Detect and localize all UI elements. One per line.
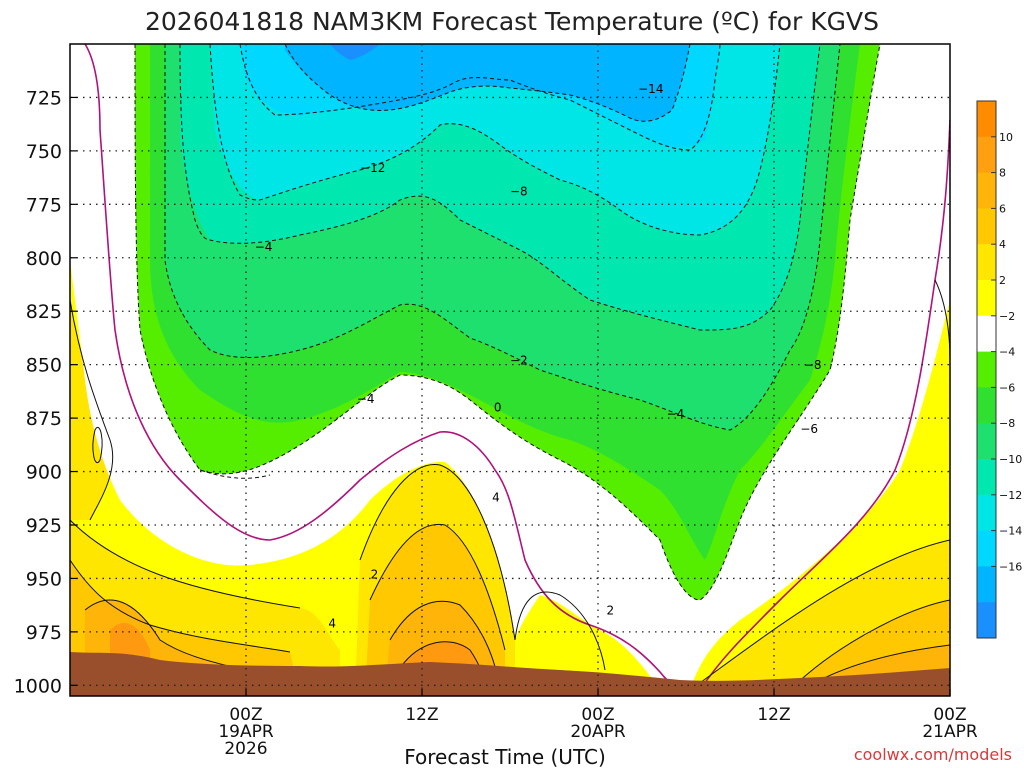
x-tick-label: 2026 (224, 739, 267, 759)
colorbar-label: 2 (999, 274, 1006, 287)
x-tick-label: 00Z (229, 705, 262, 725)
x-tick-label: 19APR (218, 722, 274, 742)
colorbar-label: −12 (999, 489, 1022, 502)
x-axis-label: Forecast Time (UTC) (404, 745, 606, 768)
colorbar-label: −4 (999, 346, 1015, 359)
contour-label: −2 (510, 354, 528, 368)
x-tick-label: 00Z (933, 705, 966, 725)
colorbar-frame (976, 100, 997, 639)
y-tick-label: 775 (26, 194, 62, 216)
colorbar-label: −6 (999, 381, 1015, 394)
contour-label: 0 (494, 401, 502, 415)
chart-title: 2026041818 NAM3KM Forecast Temperature (… (145, 7, 879, 36)
colorbar-bin (977, 244, 996, 281)
y-tick-label: 850 (26, 355, 62, 377)
negative-contours (134, 44, 881, 601)
colorbar-label: −10 (999, 453, 1022, 466)
y-tick-label: 900 (26, 462, 62, 484)
contour-label: −12 (360, 161, 385, 175)
x-tick-label: 12Z (405, 705, 438, 725)
contour-label: 2 (371, 567, 379, 581)
contour-label: −8 (804, 358, 822, 372)
colorbar-bin (977, 172, 996, 209)
x-tick-label: 21APR (922, 722, 978, 742)
contour-label: −4 (255, 240, 273, 254)
ground-fill (70, 652, 950, 696)
contour-label: −4 (357, 392, 375, 406)
colorbar-bin (977, 423, 996, 460)
colorbar-bin (977, 280, 996, 317)
colorbar-label: 10 (999, 131, 1013, 144)
y-tick-label: 925 (26, 515, 62, 537)
y-tick-label: 875 (26, 408, 62, 430)
y-tick-label: 950 (26, 568, 62, 590)
colorbar-bin (977, 602, 996, 639)
colorbar-bin (977, 101, 996, 138)
contour-labels: −14 −12 −8 −4 −2 −4 0 −4 −8 −6 4 2 2 4 (255, 82, 822, 630)
contour-label: 4 (328, 616, 336, 630)
contour-label: 4 (492, 490, 500, 504)
contour-label: 2 (606, 604, 614, 618)
colorbar-bin (977, 530, 996, 567)
x-tick-label: 12Z (757, 705, 790, 725)
colorbar-bin (977, 208, 996, 245)
colorbar-label: 4 (999, 238, 1006, 251)
y-tick-label: 825 (26, 301, 62, 323)
x-tick-label: 20APR (570, 722, 626, 742)
zero-isotherm (84, 44, 950, 691)
colorbar-bin (977, 136, 996, 174)
positive-contours (70, 279, 950, 691)
colorbar-bin (977, 387, 996, 424)
fill-below-minus16 (330, 44, 380, 60)
y-tick-label: 975 (26, 622, 62, 644)
colorbar-label: −14 (999, 525, 1022, 538)
gridlines (70, 44, 951, 696)
y-axis: 725 750 775 800 825 850 875 900 925 950 975 1000 (14, 87, 77, 697)
colorbar-label: 8 (999, 167, 1006, 180)
fill-minus14-to-minus16 (285, 44, 690, 122)
credit-label: coolwx.com/models (854, 745, 1012, 764)
colorbar-bin (977, 351, 996, 388)
y-tick-label: 750 (26, 141, 62, 163)
contour-label: −14 (638, 82, 663, 96)
colorbar-bin (977, 566, 996, 603)
colorbar-bin (977, 315, 996, 353)
colorbar-label: −2 (999, 310, 1015, 323)
contour-label: −8 (510, 185, 528, 199)
colorbar-bin (977, 494, 996, 532)
contour-field (70, 44, 950, 696)
y-tick-label: 800 (26, 248, 62, 270)
contour-label: −4 (667, 407, 685, 421)
colorbar-label: −16 (999, 560, 1022, 573)
colorbar-label: 6 (999, 202, 1006, 215)
colorbar-bin (977, 459, 996, 496)
colorbar-label: −8 (999, 417, 1015, 430)
y-tick-label: 1000 (14, 675, 62, 697)
y-tick-label: 725 (26, 87, 62, 109)
x-tick-label: 00Z (581, 705, 614, 725)
colorbar: 10 8 6 4 2 −2 −4 −6 −8 −10 −12 −14 −16 (976, 100, 1022, 639)
contour-label: −6 (800, 422, 818, 436)
